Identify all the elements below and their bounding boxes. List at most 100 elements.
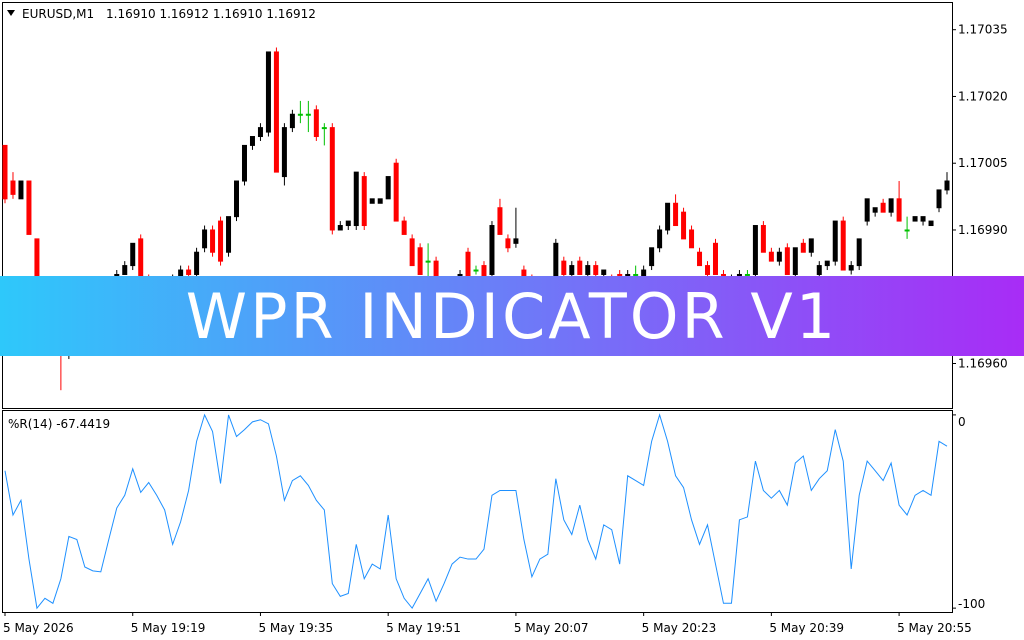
candle-body	[26, 180, 32, 235]
candle-body	[353, 171, 359, 227]
candle-body	[2, 144, 8, 200]
candle-body	[417, 247, 423, 275]
candle-body	[864, 198, 870, 222]
candle-body	[329, 127, 335, 231]
candle-body	[912, 216, 918, 222]
candle-body	[593, 265, 599, 275]
candle-body	[345, 220, 351, 227]
candle-body	[489, 225, 495, 275]
y-tick-label: 1.16960	[958, 356, 1008, 370]
candle-body	[377, 198, 383, 204]
candle-body	[776, 251, 782, 262]
candle-body	[657, 229, 663, 249]
candle-body	[313, 109, 319, 138]
candle-body	[505, 238, 511, 249]
candle-body	[130, 242, 136, 267]
x-tick-label: 5 May 19:35	[258, 621, 333, 635]
candle-body	[681, 211, 687, 240]
candle-body	[760, 225, 766, 253]
candle-body	[553, 242, 559, 280]
candle-body	[122, 265, 128, 275]
candle-body	[10, 180, 16, 195]
candle-body	[218, 220, 224, 262]
y-tick-label: 1.16990	[958, 223, 1008, 237]
x-tick-label: 5 May 2026	[3, 621, 74, 635]
candle-body	[824, 260, 830, 267]
x-tick-label: 5 May 20:07	[514, 621, 589, 635]
candle-body	[585, 265, 591, 275]
symbol: EURUSD,M1	[22, 7, 94, 21]
candle-body	[673, 202, 679, 227]
candle-body	[361, 176, 367, 227]
candle-body	[305, 113, 311, 116]
candle-body	[473, 269, 479, 272]
candle-body	[297, 113, 303, 116]
candle-body	[896, 198, 902, 222]
indicator-label: %R(14) -67.4419	[8, 417, 110, 431]
banner-bg	[0, 276, 1024, 356]
candle-body	[649, 247, 655, 267]
candle-body	[633, 273, 639, 276]
candle-body	[705, 265, 711, 275]
candle-body	[202, 229, 208, 249]
candle-body	[832, 220, 838, 262]
candle-body	[840, 220, 846, 271]
candle-body	[697, 251, 703, 267]
candle-body	[241, 144, 247, 182]
candle-body	[712, 242, 718, 275]
candle-body	[744, 273, 750, 276]
candle-body	[665, 202, 671, 231]
candle-body	[880, 202, 886, 213]
indicator-value: -67.4419	[56, 417, 110, 431]
candle-body	[872, 207, 878, 213]
candle-body	[409, 238, 415, 267]
y-tick-label: 0	[958, 415, 966, 429]
x-tick-label: 5 May 20:23	[642, 621, 717, 635]
candle-body	[689, 229, 695, 249]
candle-body	[289, 113, 295, 129]
candle-body	[273, 51, 279, 173]
candle-body	[569, 265, 575, 275]
candle-body	[808, 238, 814, 253]
quote: 1.16910 1.16912 1.16910 1.16912	[106, 7, 316, 21]
candle-body	[944, 180, 950, 191]
candle-body	[888, 198, 894, 213]
y-tick-label: 1.17035	[958, 23, 1008, 37]
candle-body	[138, 238, 144, 280]
price-pane	[2, 2, 953, 409]
candle-body	[234, 180, 240, 218]
y-tick-label: 1.17005	[958, 156, 1008, 170]
indicator-pane	[2, 410, 953, 613]
candle-body	[513, 238, 519, 244]
candle-body	[425, 260, 431, 263]
candle-body	[249, 136, 255, 146]
menu-arrow[interactable]	[7, 10, 15, 16]
y-tick-label: -100	[958, 597, 985, 611]
candle-body	[385, 176, 391, 200]
y-tick-label: 1.17020	[958, 89, 1008, 103]
indicator-name: %R(14)	[8, 417, 52, 431]
candle-body	[210, 229, 216, 253]
candle-body	[194, 251, 200, 275]
banner-title: WPR INDICATOR V1	[186, 280, 838, 353]
candle-body	[226, 216, 232, 253]
candle-body	[792, 247, 798, 275]
x-tick-label: 5 May 19:19	[131, 621, 206, 635]
candle-body	[784, 247, 790, 275]
candle-body	[800, 242, 806, 253]
candle-body	[856, 238, 862, 267]
candle-body	[928, 220, 934, 227]
candle-body	[601, 269, 607, 275]
candle-body	[281, 127, 287, 178]
candle-body	[369, 198, 375, 204]
candle-body	[321, 127, 327, 130]
candle-body	[186, 269, 192, 275]
candle-body	[393, 162, 399, 222]
candle-body	[816, 265, 822, 275]
x-tick-label: 5 May 20:39	[769, 621, 844, 635]
x-tick-label: 5 May 20:55	[897, 621, 972, 635]
x-tick-label: 5 May 19:51	[386, 621, 461, 635]
candle-body	[401, 220, 407, 235]
